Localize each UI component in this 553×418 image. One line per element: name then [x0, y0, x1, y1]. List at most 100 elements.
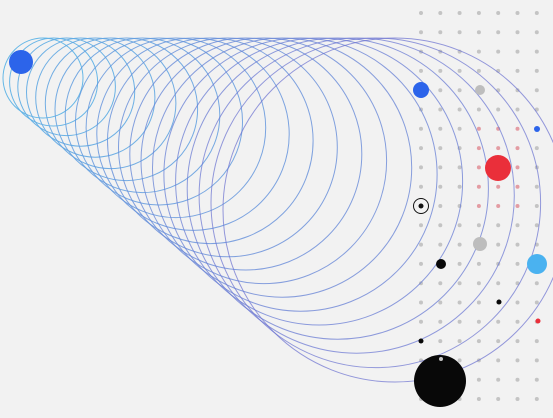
ring	[222, 37, 553, 383]
grid-dot	[419, 300, 423, 305]
grid-dot	[515, 146, 520, 151]
grid-dot	[476, 146, 481, 151]
grid-dot	[457, 126, 462, 131]
grid-dot	[438, 281, 443, 286]
small-black-dot	[496, 299, 502, 305]
grid-dot	[438, 11, 443, 15]
grid-dot	[515, 358, 520, 363]
grid-dot	[476, 126, 481, 131]
ring-marker-center	[418, 203, 424, 209]
large-red-dot	[485, 155, 511, 181]
grid-dot	[534, 300, 539, 305]
grid-dot	[457, 261, 462, 266]
grid-dot	[534, 184, 539, 189]
ring	[75, 37, 243, 206]
grid-dot	[419, 11, 423, 15]
grid-dot	[515, 49, 520, 54]
grid-dot	[419, 126, 423, 131]
grid-dot	[457, 223, 462, 228]
ring	[152, 37, 413, 298]
grid-dot	[515, 300, 520, 305]
grid-dot	[457, 319, 462, 324]
grid-dot	[457, 242, 462, 247]
grid-dot	[438, 319, 443, 324]
grid-dot	[476, 281, 481, 286]
grid-dot	[515, 377, 520, 382]
grid-dot	[496, 184, 501, 189]
ring	[35, 37, 156, 158]
blue-dot	[413, 82, 429, 98]
grid-dot	[496, 146, 501, 151]
grid-dot	[419, 184, 423, 189]
grid-dot	[515, 184, 520, 189]
grid-dot	[515, 397, 520, 401]
gray-dot-top	[475, 85, 485, 95]
accent-dots	[9, 50, 547, 407]
grid-dot	[476, 68, 481, 73]
grid-dot	[476, 204, 481, 208]
grid-dot	[534, 223, 539, 228]
grid-dot	[515, 165, 520, 170]
grid-dot	[515, 126, 520, 131]
grid-dot	[419, 223, 423, 228]
grid-dot	[534, 30, 539, 35]
grid-dot	[438, 126, 443, 131]
grid-dot	[515, 30, 520, 35]
grid-dot	[515, 107, 520, 112]
grid-dot	[476, 11, 481, 15]
grid-dot	[515, 68, 520, 73]
grid-dot	[419, 30, 423, 35]
grid-dot	[457, 68, 462, 73]
large-blue-dot	[9, 50, 33, 74]
grid-dot	[496, 107, 501, 112]
grid-dot	[496, 204, 501, 208]
grid-dot	[457, 339, 462, 344]
grid-dot	[496, 377, 501, 382]
grid-dot	[515, 223, 520, 228]
grid-dot	[476, 319, 481, 324]
grid-dot	[534, 68, 539, 73]
grid-dot	[457, 300, 462, 305]
grid-dot	[457, 30, 462, 35]
small-blue-dot	[534, 126, 540, 132]
grid-dot	[419, 68, 423, 73]
grid-dot	[476, 339, 481, 344]
grid-dot	[457, 165, 462, 170]
grid-dot	[476, 165, 481, 170]
grid-dot	[496, 223, 501, 228]
grid-dot	[438, 107, 443, 112]
dot-grid	[419, 11, 539, 401]
grid-dot	[534, 49, 539, 54]
grid-dot	[476, 377, 481, 382]
ring	[140, 37, 388, 285]
grid-dot	[457, 358, 462, 363]
grid-dot	[438, 184, 443, 189]
grid-dot	[419, 146, 423, 151]
grid-dot	[496, 30, 501, 35]
grid-dot	[457, 11, 462, 15]
ring	[198, 37, 515, 354]
grid-dot	[534, 204, 539, 208]
grid-dot	[438, 165, 443, 170]
ring	[9, 37, 99, 127]
grid-dot	[515, 339, 520, 344]
grid-dot	[515, 204, 520, 208]
grid-dot	[476, 397, 481, 401]
grid-dot	[534, 281, 539, 286]
grid-dot	[515, 319, 520, 324]
grid-dot	[457, 184, 462, 189]
grid-dot	[534, 397, 539, 401]
grid-dot	[515, 88, 520, 93]
ring	[64, 37, 221, 194]
grid-dot	[476, 261, 481, 266]
grid-dot	[419, 319, 423, 324]
ring	[85, 37, 267, 219]
grid-dot	[496, 49, 501, 54]
ring	[163, 37, 438, 312]
semicircle-highlight-dot	[439, 357, 443, 361]
grid-dot	[534, 11, 539, 15]
grid-dot	[534, 88, 539, 93]
ring	[129, 37, 363, 271]
grid-dot	[496, 339, 501, 344]
ring	[26, 37, 136, 147]
